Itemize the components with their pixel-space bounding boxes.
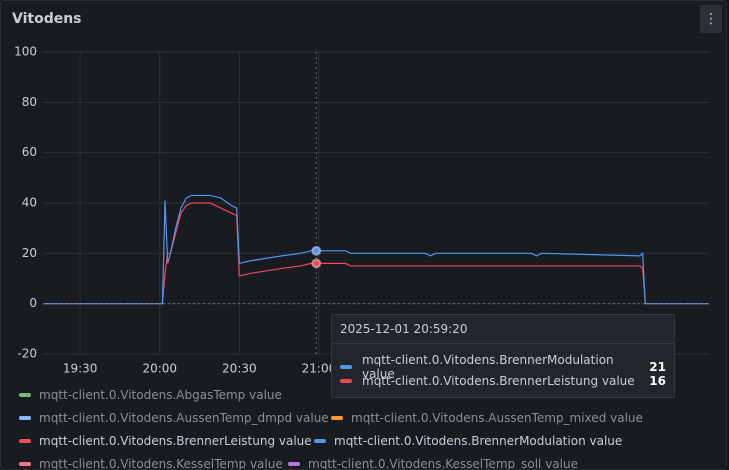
legend-swatch	[331, 416, 343, 420]
legend-swatch	[19, 416, 31, 420]
series-line	[43, 194, 709, 305]
tooltip-name: mqtt-client.0.Vitodens.BrennerLeistung v…	[362, 374, 635, 388]
tooltip-time: 2025-12-01 20:59:20	[340, 322, 468, 336]
legend-swatch	[19, 439, 31, 443]
legend-label: mqtt-client.0.Vitodens.KesselTemp_soll v…	[308, 457, 578, 470]
legend-item[interactable]: mqtt-client.0.Vitodens.KesselTemp_soll v…	[288, 457, 578, 470]
y-tick-label: 0	[29, 296, 37, 310]
legend-swatch	[19, 393, 31, 397]
tooltip-name: mqtt-client.0.Vitodens.BrennerModulation…	[361, 353, 614, 381]
legend-item[interactable]: mqtt-client.0.Vitodens.AussenTemp_dmpd v…	[19, 411, 329, 425]
legend-swatch	[19, 462, 31, 466]
y-tick-label: 20	[22, 246, 37, 260]
x-tick-label: 19:30	[63, 362, 98, 376]
tooltip: 2025-12-01 20:59:20 mqtt-client.0.Vitode…	[331, 314, 675, 398]
legend-swatch	[314, 439, 326, 443]
tooltip-swatch	[340, 379, 352, 383]
legend-swatch	[288, 462, 300, 466]
tooltip-value: 21	[649, 360, 666, 374]
tooltip-row: mqtt-client.0.Vitodens.BrennerLeistung v…	[340, 374, 666, 388]
y-tick-label: 80	[22, 95, 37, 109]
y-tick-label: -20	[17, 347, 37, 361]
legend-item[interactable]: mqtt-client.0.Vitodens.KesselTemp value	[19, 457, 283, 470]
hover-point	[311, 258, 322, 269]
panel-title: Vitodens	[12, 11, 82, 27]
y-tick-label: 60	[22, 145, 37, 159]
legend-label: mqtt-client.0.Vitodens.BrennerModulation…	[334, 434, 623, 448]
tooltip-row: mqtt-client.0.Vitodens.BrennerModulation…	[340, 353, 666, 381]
tooltip-separator	[332, 343, 674, 344]
legend-item[interactable]: mqtt-client.0.Vitodens.BrennerLeistung v…	[19, 434, 312, 448]
legend-label: mqtt-client.0.Vitodens.AussenTemp_dmpd v…	[39, 411, 329, 425]
legend-label: mqtt-client.0.Vitodens.KesselTemp value	[39, 457, 283, 470]
y-tick-label: 100	[14, 45, 37, 59]
legend-item[interactable]: mqtt-client.0.Vitodens.AbgasTemp value	[19, 388, 282, 402]
hover-point	[311, 245, 322, 256]
legend-item[interactable]: mqtt-client.0.Vitodens.BrennerModulation…	[314, 434, 622, 448]
legend-label: mqtt-client.0.Vitodens.AussenTemp_mixed …	[351, 411, 643, 425]
legend-label: mqtt-client.0.Vitodens.AbgasTemp value	[39, 388, 282, 402]
legend-item[interactable]: mqtt-client.0.Vitodens.AussenTemp_mixed …	[331, 411, 643, 425]
tooltip-swatch	[340, 365, 352, 369]
x-tick-label: 20:00	[142, 362, 177, 376]
x-tick-label: 20:30	[222, 362, 257, 376]
tooltip-value: 16	[649, 374, 666, 388]
chart: -20 0 20 40 60 80 100 19:30 20:00 20:30 21:00	[14, 45, 709, 376]
legend-label: mqtt-client.0.Vitodens.BrennerLeistung v…	[39, 434, 312, 448]
panel-menu[interactable]: ⋮	[700, 5, 722, 33]
x-tick-label: 21:00	[302, 362, 337, 376]
y-tick-label: 40	[22, 196, 37, 210]
